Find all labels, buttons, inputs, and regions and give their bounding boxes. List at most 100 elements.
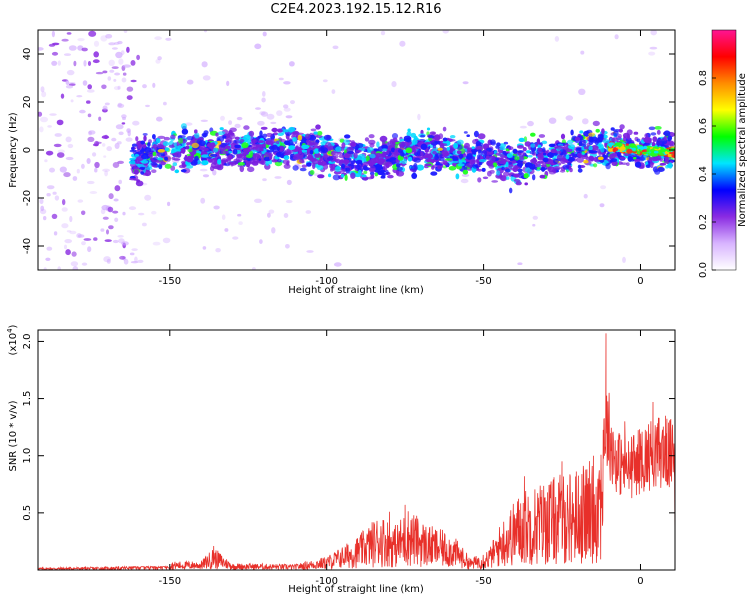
heatmap-signal-cell [478, 161, 483, 166]
heatmap-signal-cell [313, 131, 318, 135]
heatmap-noise-cell [285, 199, 293, 204]
heatmap-plot-area [38, 30, 675, 270]
heatmap-noise-cell [117, 102, 123, 107]
heatmap-signal-cell [441, 143, 448, 147]
heatmap-noise-cell [72, 176, 78, 181]
heatmap-y-axis-label: Frequency (Hz) [8, 112, 19, 188]
heatmap-signal-cell [142, 133, 148, 136]
heatmap-signal-cell [564, 143, 569, 148]
heatmap-noise-cell [57, 266, 61, 270]
snr-y-tick-label: 1.5 [22, 391, 33, 407]
heatmap-signal-cell [338, 154, 345, 159]
heatmap-signal-cell [164, 163, 172, 169]
heatmap-noise-cell [167, 201, 171, 207]
heatmap-signal-cell [333, 170, 342, 175]
heatmap-noise-cell [86, 100, 91, 104]
heatmap-noise-cell [64, 244, 67, 250]
heatmap-noise-cell [236, 116, 243, 121]
heatmap-noise-cell [220, 115, 225, 121]
heatmap-noise-cell [59, 166, 67, 173]
heatmap-signal-cell [539, 167, 548, 171]
heatmap-signal-cell [334, 166, 341, 172]
heatmap-signal-cell [466, 162, 474, 168]
heatmap-noise-cell [278, 77, 284, 81]
heatmap-signal-cell [645, 164, 651, 168]
heatmap-signal-cell [191, 142, 199, 149]
heatmap-noise-cell [106, 229, 109, 235]
heatmap-signal-cell [536, 167, 541, 170]
heatmap-noise-cell [87, 180, 95, 185]
heatmap-signal-cell [215, 132, 219, 137]
heatmap-signal-cell [515, 181, 522, 186]
heatmap-noise-cell [76, 233, 82, 239]
heatmap-signal-cell [385, 169, 389, 176]
heatmap-signal-cell [157, 157, 164, 161]
heatmap-signal-cell [291, 131, 298, 138]
heatmap-signal-cell [131, 146, 135, 152]
heatmap-signal-cell [325, 141, 332, 149]
heatmap-noise-cell [77, 234, 85, 238]
heatmap-signal-cell [328, 173, 332, 178]
heatmap-signal-cell [194, 129, 198, 134]
heatmap-noise-cell [102, 168, 110, 172]
heatmap-signal-cell [164, 147, 170, 152]
heatmap-noise-cell [115, 51, 123, 59]
heatmap-signal-cell [304, 133, 311, 140]
heatmap-peak-cell [669, 151, 675, 155]
heatmap-noise-cell [64, 239, 72, 244]
heatmap-noise-cell [114, 185, 121, 192]
heatmap-signal-cell [513, 173, 520, 178]
heatmap-signal-cell [153, 156, 159, 161]
heatmap-noise-cell [122, 72, 127, 76]
heatmap-noise-cell [67, 143, 74, 149]
heatmap-signal-cell [550, 148, 558, 154]
heatmap-noise-cell [527, 120, 534, 127]
heatmap-signal-cell [656, 129, 661, 135]
heatmap-noise-cell [283, 213, 289, 218]
heatmap-signal-cell [477, 133, 486, 140]
heatmap-signal-cell [650, 132, 657, 136]
heatmap-signal-cell [264, 151, 270, 158]
heatmap-signal-cell [654, 126, 662, 130]
heatmap-signal-cell [438, 133, 444, 140]
colorbar-tick-label: 0.8 [698, 70, 709, 86]
heatmap-signal-cell [398, 141, 407, 148]
heatmap-noise-cell [268, 209, 275, 214]
heatmap-signal-cell [368, 139, 376, 145]
heatmap-x-tick-label: 0 [637, 276, 643, 287]
colorbar-frame [711, 29, 737, 271]
snr-series-line [38, 333, 675, 570]
heatmap-noise-cell [226, 80, 230, 87]
heatmap-signal-cell [547, 166, 555, 173]
heatmap-noise-cell [104, 102, 110, 106]
heatmap-signal-cell [173, 142, 178, 147]
heatmap-noise-cell [88, 30, 97, 37]
heatmap-signal-cell [178, 164, 187, 169]
heatmap-signal-cell [305, 139, 311, 144]
heatmap-noise-cell [87, 246, 92, 253]
heatmap-signal-cell [239, 139, 245, 143]
heatmap-noise-cell [69, 215, 73, 223]
heatmap-signal-cell [437, 165, 441, 170]
heatmap-signal-cell [416, 164, 425, 171]
heatmap-noise-cell [122, 116, 126, 121]
heatmap-signal-cell [657, 167, 665, 172]
heatmap-signal-cell [174, 151, 182, 158]
heatmap-signal-cell [466, 134, 471, 137]
heatmap-signal-cell [266, 132, 273, 138]
heatmap-signal-cell [277, 128, 283, 133]
heatmap-signal-cell [306, 162, 312, 167]
heatmap-noise-cell [285, 244, 290, 249]
heatmap-noise-cell [266, 113, 275, 120]
heatmap-noise-cell [267, 212, 271, 218]
heatmap-signal-cell [668, 162, 673, 169]
heatmap-noise-cell [111, 137, 117, 142]
heatmap-signal-cell [489, 169, 495, 174]
heatmap-noise-cell [56, 119, 64, 126]
heatmap-noise-cell [112, 239, 119, 244]
heatmap-noise-cell [135, 136, 139, 142]
heatmap-noise-cell [131, 248, 138, 252]
heatmap-signal-cell [410, 132, 417, 138]
heatmap-signal-cell [542, 147, 546, 153]
heatmap-signal-cell [340, 173, 345, 178]
